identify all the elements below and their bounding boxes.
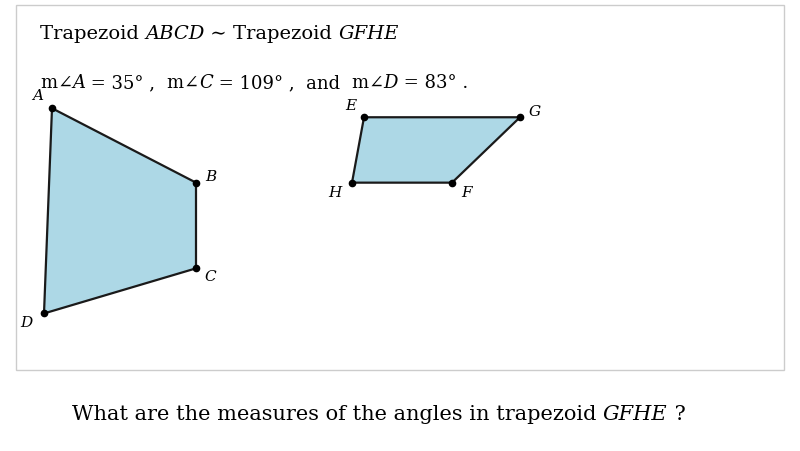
Text: A: A: [32, 88, 43, 103]
Text: E: E: [346, 99, 357, 113]
Text: Trapezoid: Trapezoid: [234, 25, 338, 43]
Text: D: D: [384, 74, 398, 92]
Text: ∼: ∼: [205, 25, 234, 43]
Text: ABCD: ABCD: [145, 25, 205, 43]
Text: B: B: [205, 170, 216, 184]
Text: ∠: ∠: [57, 74, 72, 92]
Text: H: H: [328, 185, 341, 200]
Text: C: C: [199, 74, 213, 92]
Text: = 35° ,: = 35° ,: [86, 74, 166, 92]
Text: = 83° .: = 83° .: [398, 74, 468, 92]
Text: C: C: [205, 270, 216, 285]
Text: m: m: [351, 74, 369, 92]
FancyBboxPatch shape: [16, 5, 784, 370]
Text: GFHE: GFHE: [603, 405, 668, 424]
Text: Trapezoid: Trapezoid: [40, 25, 145, 43]
Text: m: m: [166, 74, 184, 92]
Text: ∠: ∠: [184, 74, 199, 92]
Polygon shape: [44, 108, 196, 313]
Text: F: F: [461, 185, 472, 200]
Text: = 109° ,  and: = 109° , and: [213, 74, 351, 92]
Text: ∠: ∠: [369, 74, 384, 92]
Text: ?: ?: [668, 405, 686, 424]
Text: GFHE: GFHE: [338, 25, 399, 43]
Text: D: D: [20, 316, 33, 331]
Polygon shape: [352, 117, 520, 183]
Text: What are the measures of the angles in trapezoid: What are the measures of the angles in t…: [72, 405, 603, 424]
Text: G: G: [528, 105, 541, 119]
Text: A: A: [72, 74, 86, 92]
Text: m: m: [40, 74, 57, 92]
